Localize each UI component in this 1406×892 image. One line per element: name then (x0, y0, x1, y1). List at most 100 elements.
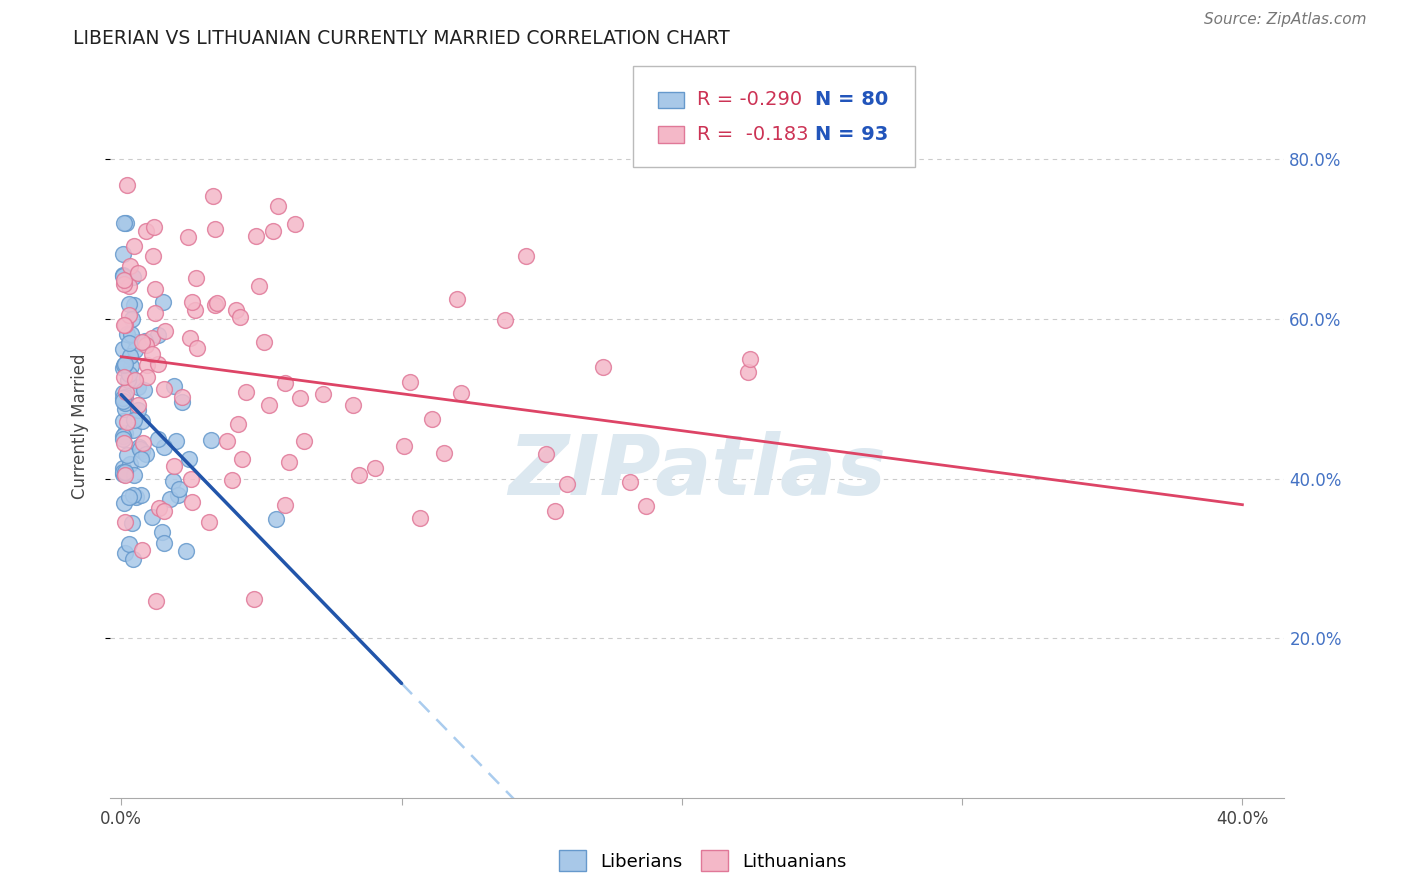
Text: Source: ZipAtlas.com: Source: ZipAtlas.com (1204, 12, 1367, 27)
Point (148, 357, 170, 371)
Point (118, 491, 141, 505)
Point (245, 228, 267, 243)
Point (450, 386, 472, 401)
Point (117, 373, 139, 387)
Point (128, 442, 150, 457)
Point (112, 277, 135, 292)
Point (121, 552, 143, 566)
Text: ZIPatlas: ZIPatlas (509, 431, 886, 512)
Point (172, 395, 194, 409)
Point (131, 542, 153, 557)
Point (118, 349, 141, 363)
Point (143, 305, 166, 319)
Point (180, 472, 202, 486)
Point (200, 433, 222, 447)
Point (129, 452, 152, 467)
Point (155, 324, 177, 338)
Point (111, 393, 134, 408)
FancyBboxPatch shape (658, 92, 685, 108)
Point (120, 326, 142, 341)
Point (118, 279, 141, 293)
Point (278, 455, 301, 469)
Point (342, 398, 364, 412)
Point (148, 501, 170, 516)
Point (135, 369, 157, 384)
Point (115, 178, 138, 192)
Point (181, 294, 204, 309)
Point (122, 413, 145, 427)
Point (284, 217, 307, 231)
Point (262, 224, 284, 238)
Point (153, 383, 176, 397)
Point (267, 199, 290, 213)
FancyBboxPatch shape (658, 127, 685, 143)
Point (247, 279, 270, 293)
Point (235, 384, 257, 399)
Point (117, 537, 139, 551)
Point (312, 387, 335, 401)
Point (114, 396, 136, 410)
Point (446, 292, 468, 306)
Point (163, 458, 186, 473)
Point (120, 359, 142, 373)
Point (153, 440, 176, 454)
Point (121, 311, 143, 326)
Point (159, 491, 181, 506)
Point (177, 452, 200, 467)
Point (134, 334, 156, 348)
Point (186, 341, 208, 355)
Point (127, 266, 149, 280)
Point (135, 224, 157, 238)
Point (259, 398, 281, 412)
Point (122, 468, 145, 483)
Point (145, 282, 167, 296)
Point (204, 221, 226, 235)
Text: N = 93: N = 93 (814, 125, 889, 145)
Point (131, 414, 153, 428)
Text: R = -0.290: R = -0.290 (697, 90, 803, 109)
Point (737, 365, 759, 379)
Point (118, 368, 141, 382)
Point (534, 447, 557, 461)
Point (636, 499, 658, 513)
Point (740, 351, 762, 366)
Point (115, 415, 138, 429)
Point (127, 335, 149, 350)
Point (112, 272, 135, 286)
Point (198, 516, 221, 530)
Point (184, 302, 207, 317)
Point (152, 536, 174, 550)
Point (112, 358, 135, 372)
Point (115, 448, 138, 462)
Point (111, 268, 134, 283)
Point (515, 249, 537, 263)
Point (273, 498, 295, 512)
Point (153, 503, 176, 517)
Point (131, 444, 153, 458)
Point (114, 515, 136, 529)
Point (399, 375, 422, 389)
Point (111, 465, 134, 479)
Point (122, 298, 145, 312)
Point (215, 434, 238, 449)
Point (129, 335, 152, 350)
Point (170, 390, 193, 404)
Point (150, 524, 173, 539)
Point (114, 216, 136, 230)
Point (111, 391, 134, 405)
Text: N = 80: N = 80 (814, 90, 889, 109)
Point (165, 434, 187, 448)
Point (114, 425, 136, 440)
Point (127, 380, 149, 394)
Point (363, 460, 385, 475)
Point (619, 475, 641, 489)
Point (129, 488, 152, 502)
Point (141, 331, 163, 345)
Point (494, 313, 516, 327)
Point (111, 429, 134, 443)
Point (225, 302, 247, 317)
Point (127, 398, 149, 412)
Point (592, 360, 614, 375)
Text: R =  -0.183: R = -0.183 (697, 125, 808, 145)
Point (221, 474, 243, 488)
